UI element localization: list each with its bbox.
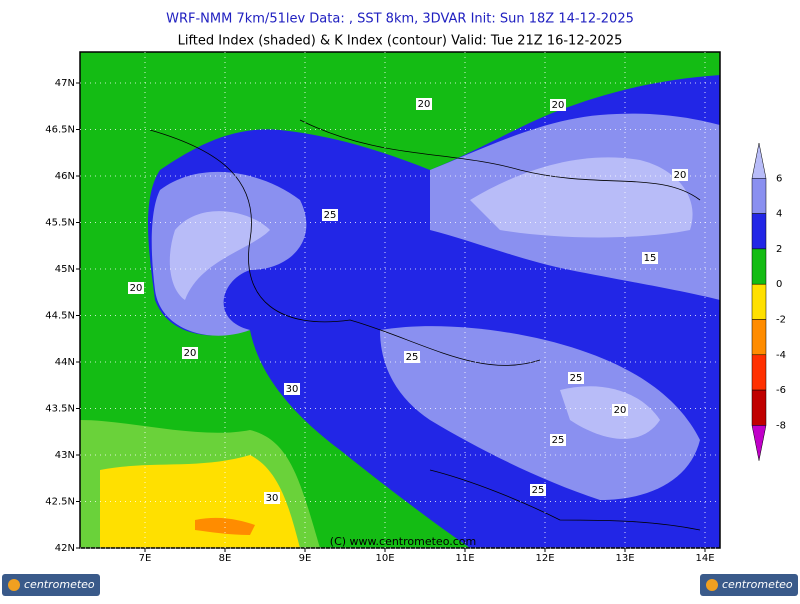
colorbar-swatch [751, 283, 767, 320]
contour-label: 20 [552, 100, 565, 111]
lat-label: 46N [55, 171, 75, 182]
colorbar-label: 2 [776, 244, 782, 255]
logo-right: centrometeo [700, 574, 798, 596]
logo-text: centrometeo [24, 578, 95, 591]
contour-label-box [264, 492, 280, 504]
contour-label-box [322, 209, 338, 221]
logo-text: centrometeo [722, 578, 793, 591]
contour-label-box [128, 282, 144, 294]
colorbar-swatch [751, 389, 767, 426]
contour-label-box [550, 99, 566, 111]
lon-label: 14E [695, 553, 714, 564]
lat-label: 44N [55, 357, 75, 368]
colorbar-label: -8 [776, 420, 786, 431]
contour-label-box [672, 169, 688, 181]
map-field [80, 52, 720, 548]
colorbar-swatch [751, 213, 767, 250]
lon-label: 10E [375, 553, 394, 564]
graticule: 47N 46.5N 46N 45.5N 45N 44.5N 44N 43.5N 43N 42.5N… [45, 52, 720, 564]
lat-label: 43.5N [45, 404, 75, 415]
contour-label-box [612, 404, 628, 416]
title-line1: WRF-NMM 7km/51lev Data: , SST 8km, 3DVAR… [166, 12, 634, 27]
logo-left: centrometeo [2, 574, 100, 596]
contour-label-box [530, 484, 546, 496]
contour-label: 20 [130, 283, 143, 294]
lat-label: 45.5N [45, 218, 75, 229]
lon-label: 9E [299, 553, 312, 564]
colorbar-swatch [751, 178, 767, 214]
colorbar-label: -2 [776, 315, 786, 326]
colorbar: 6 4 2 0 -2 -4 -6 -8 [751, 142, 786, 461]
colorbar-swatch [751, 319, 767, 356]
colorbar-swatch [751, 425, 767, 461]
contour-label-box [568, 372, 584, 384]
contour-label-box [642, 252, 658, 264]
colorbar-label: -6 [776, 385, 786, 396]
lat-label: 42.5N [45, 497, 75, 508]
colorbar-label: 6 [776, 173, 782, 184]
contour-label: 20 [614, 405, 627, 416]
watermark: (C) www.centrometeo.com [330, 535, 476, 548]
contour-label: 25 [570, 373, 583, 384]
contour-label: 25 [406, 352, 419, 363]
title-line2: Lifted Index (shaded) & K Index (contour… [178, 34, 623, 49]
colorbar-swatch [751, 354, 767, 391]
contour-label: 20 [418, 99, 431, 110]
colorbar-swatch [751, 142, 767, 179]
lon-label: 13E [615, 553, 634, 564]
lon-label: 11E [455, 553, 474, 564]
lat-label: 45N [55, 264, 75, 275]
colorbar-label: -4 [776, 350, 786, 361]
contour-label: 25 [532, 485, 545, 496]
contour-label: 30 [266, 493, 279, 504]
contour-label: 25 [552, 435, 565, 446]
lat-label: 47N [55, 78, 75, 89]
colorbar-label: 4 [776, 209, 782, 220]
contour-label: 15 [644, 253, 657, 264]
contour-label-box [404, 351, 420, 363]
colorbar-swatch [751, 248, 767, 285]
contour-label: 25 [324, 210, 337, 221]
colorbar-label: 0 [776, 279, 782, 290]
lat-label: 43N [55, 450, 75, 461]
contour-label-box [284, 383, 300, 395]
lon-label: 12E [535, 553, 554, 564]
contour-label: 30 [286, 384, 299, 395]
lon-label: 8E [219, 553, 232, 564]
lon-label: 7E [139, 553, 152, 564]
contour-label: 20 [184, 348, 197, 359]
contour-label-box [416, 98, 432, 110]
contour-label: 20 [674, 170, 687, 181]
lat-label: 42N [55, 543, 75, 554]
contour-label-box [550, 434, 566, 446]
lat-label: 46.5N [45, 125, 75, 136]
contour-label-box [182, 347, 198, 359]
lat-label: 44.5N [45, 311, 75, 322]
